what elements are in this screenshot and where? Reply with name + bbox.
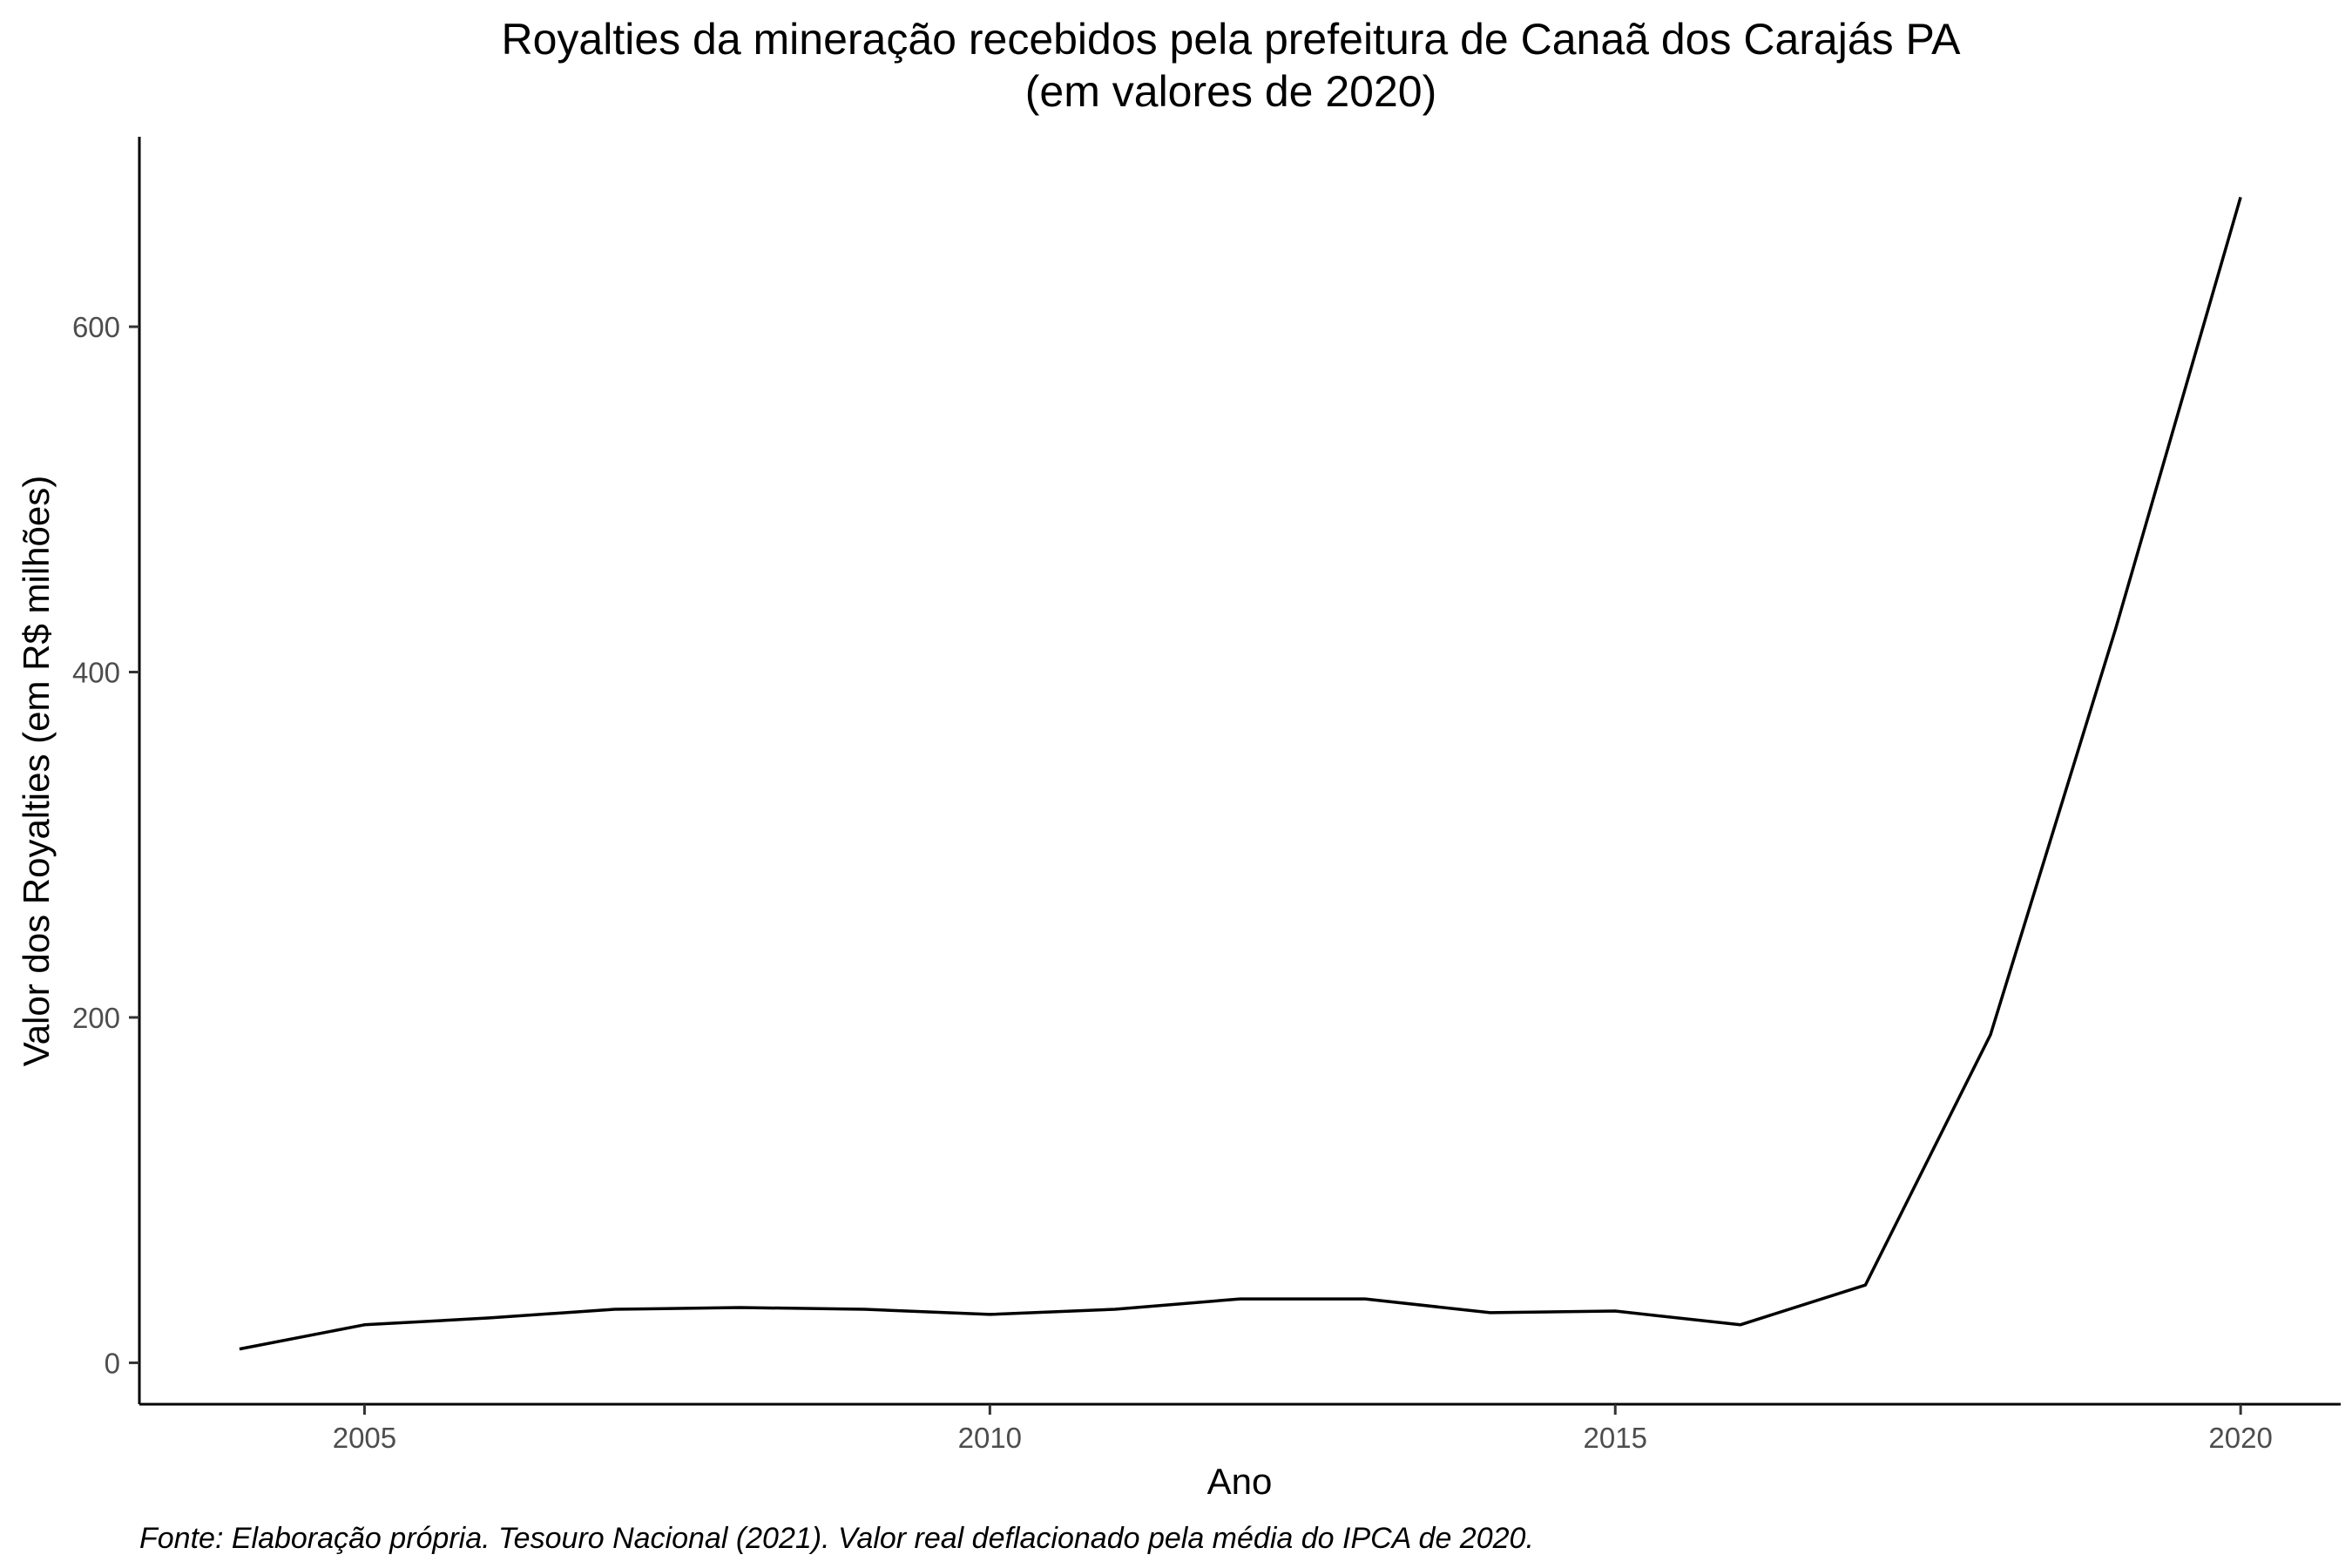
plot-area [239,196,2242,1351]
x-tick-label: 2020 [2208,1422,2272,1454]
x-tick-label: 2010 [958,1422,1022,1454]
y-axis-title: Valor dos Royalties (em R$ milhões) [16,476,57,1066]
y-tick-label: 400 [72,657,120,689]
y-tick-label: 0 [105,1347,120,1379]
y-ticks: 0 200 400 600 [72,311,139,1379]
caption: Fonte: Elaboração própria. Tesouro Nacio… [139,1522,1534,1555]
x-tick-label: 2005 [333,1422,396,1454]
y-tick-label: 200 [72,1002,120,1034]
x-tick-label: 2015 [1584,1422,1647,1454]
chart-subtitle: (em valores de 2020) [1025,67,1436,116]
x-ticks: 2005 2010 2015 2020 [333,1404,2273,1454]
series-line [239,196,2242,1351]
x-axis-title: Ano [1207,1461,1273,1502]
y-tick-label: 600 [72,311,120,343]
chart-title: Royalties da mineração recebidos pela pr… [501,15,1961,64]
